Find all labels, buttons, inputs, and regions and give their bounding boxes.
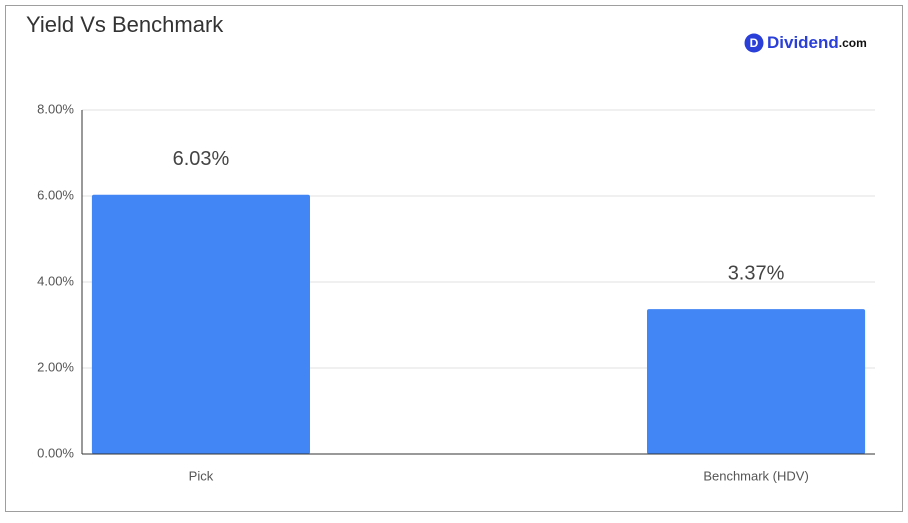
y-tick-label: 6.00% <box>37 187 74 202</box>
x-tick-label: Pick <box>189 468 214 483</box>
y-tick-label: 4.00% <box>37 273 74 288</box>
logo-badge <box>744 33 764 53</box>
x-tick-label: Benchmark (HDV) <box>703 468 808 483</box>
value-label: 3.37% <box>728 262 785 284</box>
value-label: 6.03% <box>173 148 230 170</box>
bar <box>647 309 866 454</box>
logo-icon: D <box>750 36 759 50</box>
logo-name: Dividend.com <box>767 33 867 52</box>
logo-suffix: .com <box>839 36 867 50</box>
logo: D Dividend.com <box>744 33 867 53</box>
logo-name-main: Dividend <box>767 33 839 52</box>
y-tick-label: 0.00% <box>37 445 74 460</box>
y-tick-label: 2.00% <box>37 359 74 374</box>
bar <box>91 194 310 454</box>
y-tick-label: 8.00% <box>37 101 74 116</box>
chart-title: Yield Vs Benchmark <box>26 12 224 37</box>
